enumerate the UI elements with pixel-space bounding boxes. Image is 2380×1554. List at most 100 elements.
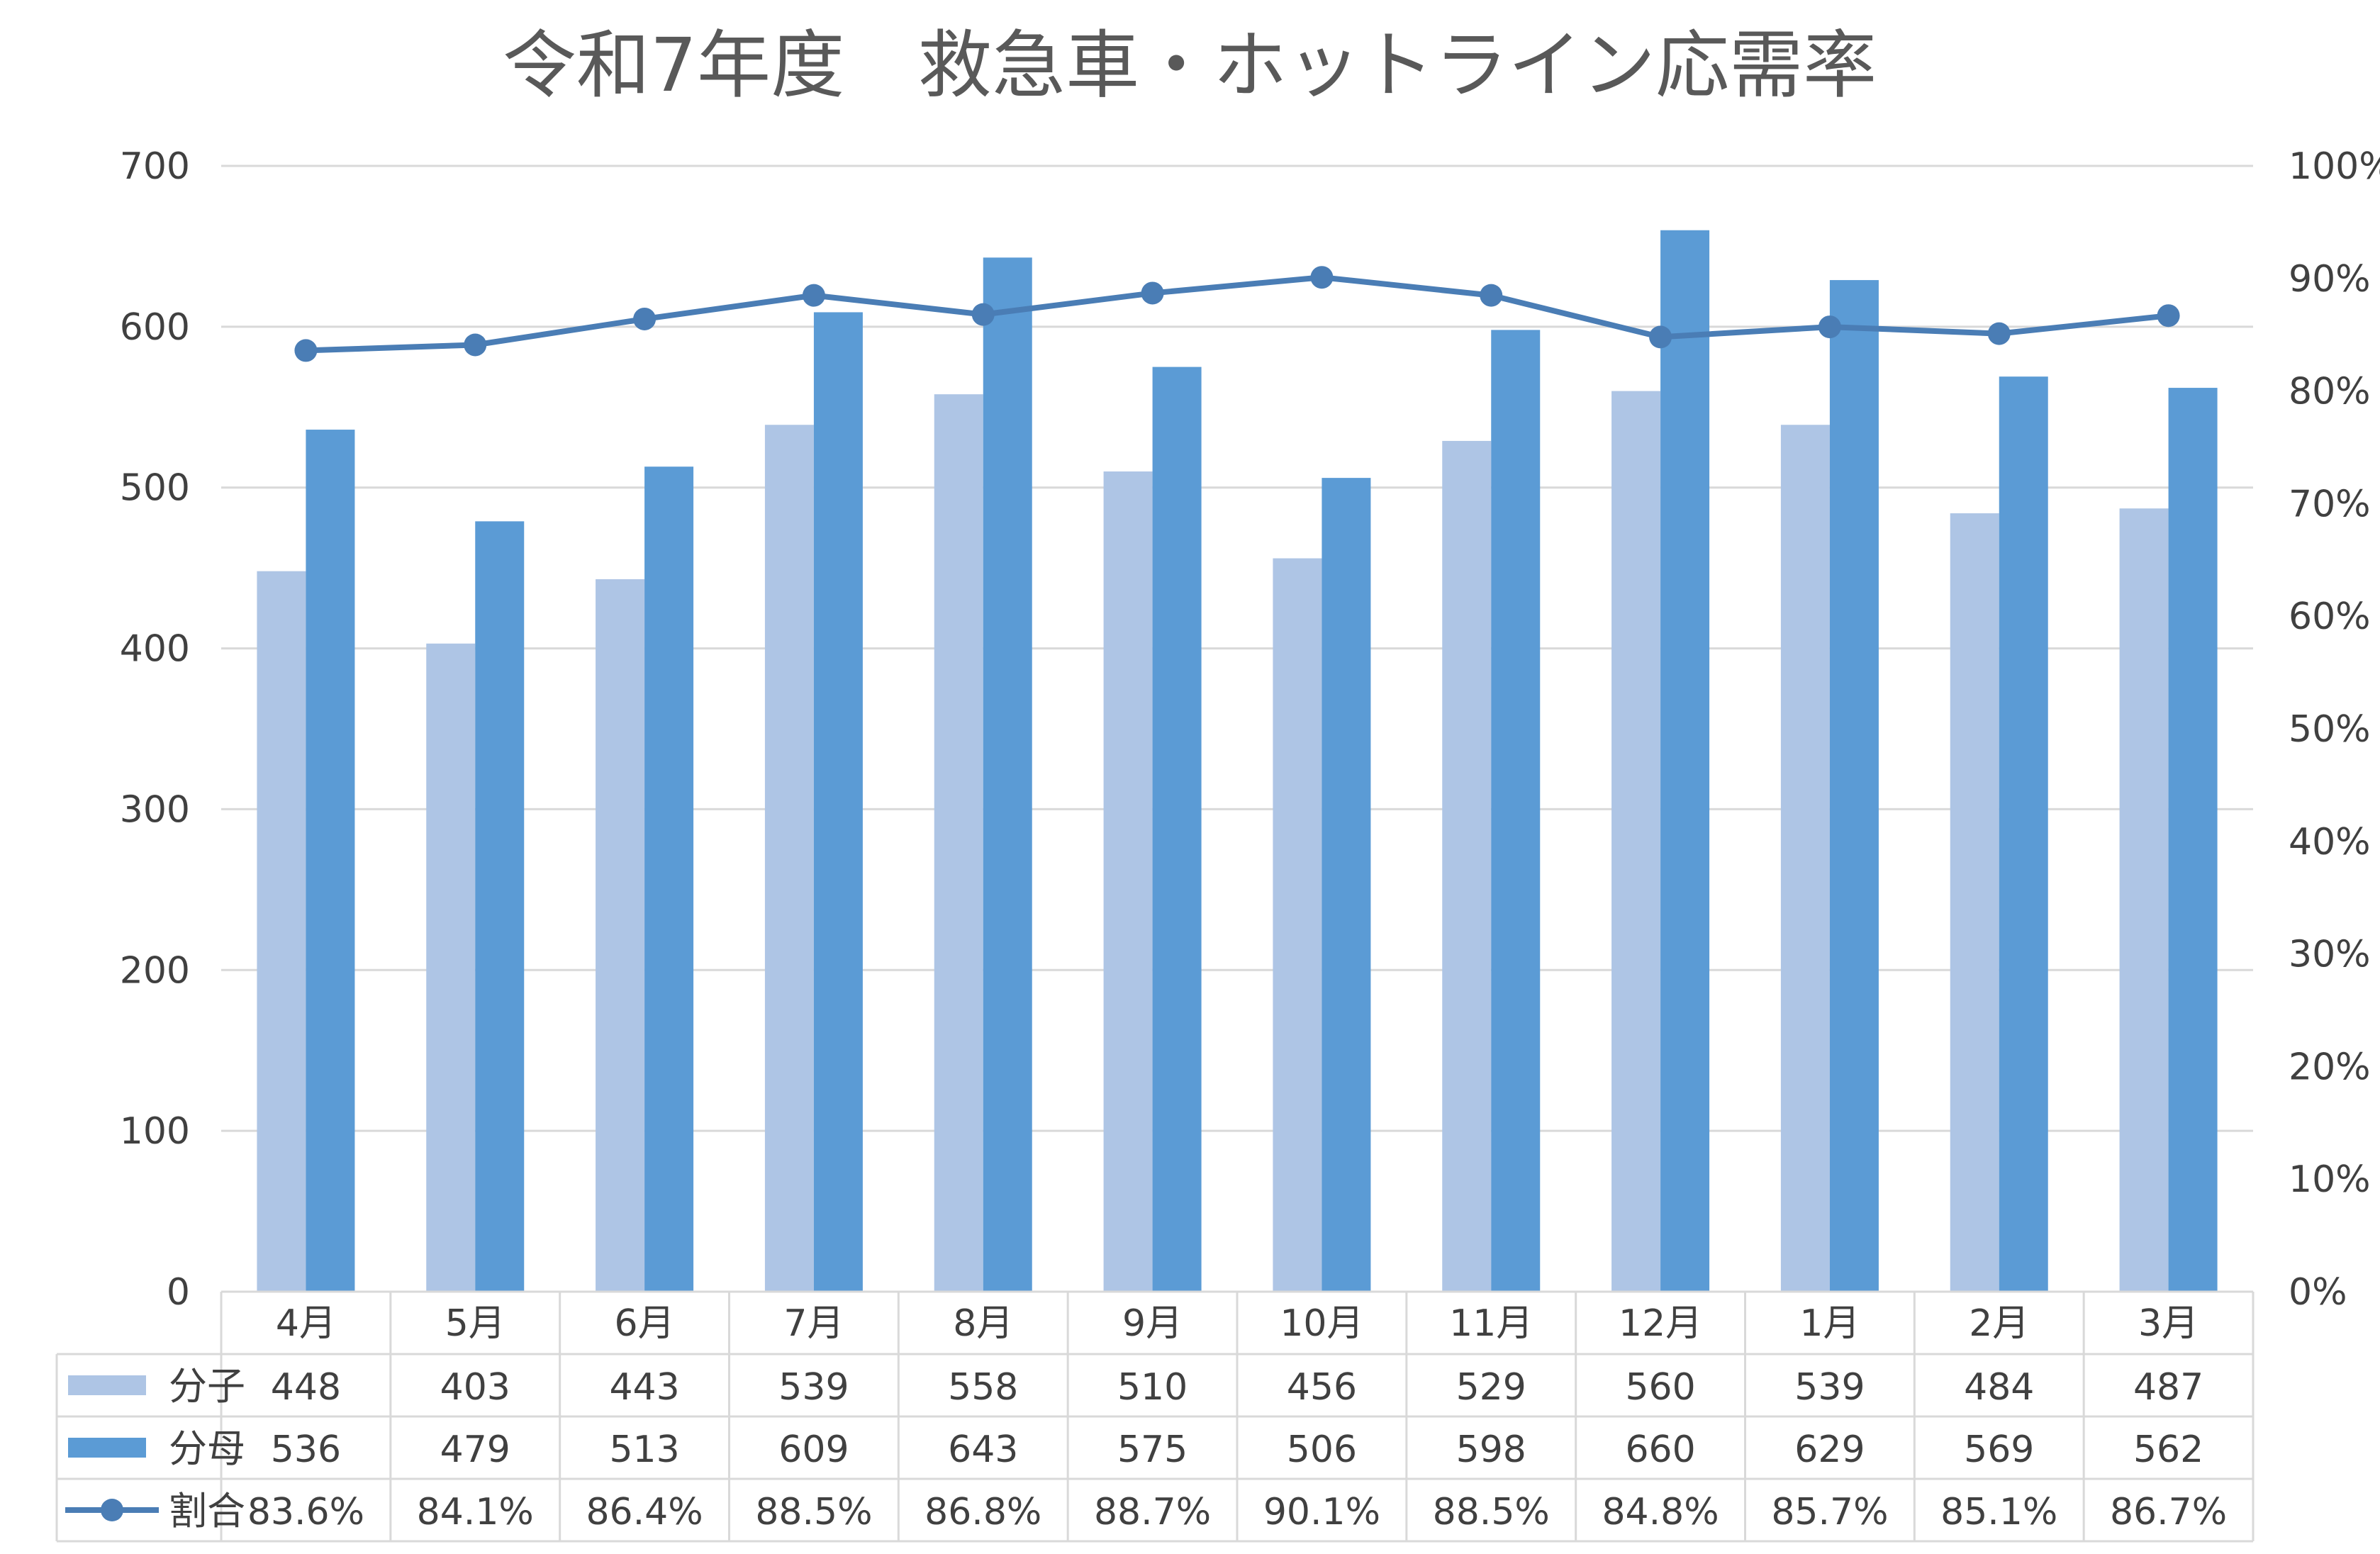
bar-denominator — [1322, 478, 1371, 1292]
data-label: 479 — [440, 1429, 510, 1471]
bar-numerator — [1103, 471, 1153, 1292]
data-label: 569 — [1964, 1429, 2034, 1471]
legend-key-ratio-marker — [101, 1499, 123, 1521]
y-tick-label: 200 — [120, 949, 190, 992]
y-tick-label: 300 — [120, 788, 190, 831]
ratio-point — [464, 333, 487, 357]
bar-denominator — [1152, 367, 1202, 1292]
data-label: 403 — [440, 1366, 510, 1409]
bar-denominator — [644, 466, 694, 1292]
data-label: 598 — [1456, 1429, 1526, 1471]
y2-tick-label: 60% — [2289, 596, 2371, 638]
data-label: 83.6% — [247, 1491, 364, 1533]
y2-tick-label: 50% — [2289, 708, 2371, 751]
data-label: 448 — [271, 1366, 341, 1409]
bar-denominator — [813, 312, 863, 1292]
x-tick-label: 11月 — [1449, 1302, 1533, 1345]
bar-numerator — [2119, 508, 2169, 1292]
y-tick-label: 400 — [120, 628, 190, 671]
data-label: 539 — [778, 1366, 849, 1409]
ratio-point — [1818, 315, 1841, 339]
data-label: 539 — [1794, 1366, 1865, 1409]
x-tick-label: 8月 — [953, 1302, 1013, 1345]
data-label: 660 — [1625, 1429, 1695, 1471]
data-label: 88.7% — [1094, 1491, 1211, 1533]
bar-numerator — [596, 579, 645, 1292]
y2-tick-label: 90% — [2289, 258, 2371, 301]
y-tick-label: 100 — [120, 1110, 190, 1153]
y2-tick-label: 40% — [2289, 821, 2371, 863]
y-tick-label: 600 — [120, 306, 190, 349]
bar-denominator — [1491, 330, 1541, 1292]
chart-title: 令和7年度 救急車・ホットライン応需率 — [503, 22, 1877, 108]
data-label: 85.7% — [1771, 1491, 1888, 1533]
data-label: 88.5% — [1433, 1491, 1550, 1533]
x-tick-label: 4月 — [276, 1302, 336, 1345]
data-label: 506 — [1287, 1429, 1357, 1471]
legend-label: 分子 — [169, 1364, 245, 1409]
ratio-line — [294, 266, 2180, 362]
legend-label: 分母 — [169, 1426, 245, 1471]
ratio-point — [802, 284, 825, 307]
data-label: 86.8% — [924, 1491, 1041, 1533]
ratio-point — [1310, 266, 1334, 289]
data-label: 484 — [1964, 1366, 2034, 1409]
bar-denominator — [2168, 388, 2218, 1292]
y2-tick-label: 20% — [2289, 1046, 2371, 1088]
data-label: 529 — [1456, 1366, 1526, 1409]
data-label: 536 — [271, 1429, 341, 1471]
data-label: 86.7% — [2110, 1491, 2227, 1533]
x-tick-label: 9月 — [1122, 1302, 1183, 1345]
bar-numerator — [934, 394, 983, 1292]
x-tick-label: 2月 — [1969, 1302, 2029, 1345]
data-label: 487 — [2133, 1366, 2203, 1409]
gridlines — [221, 164, 2253, 1132]
x-tick-label: 1月 — [1799, 1302, 1860, 1345]
data-label: 443 — [609, 1366, 679, 1409]
bar-denominator — [1999, 376, 2048, 1292]
bar-denominator — [1660, 230, 1710, 1292]
ratio-point — [294, 339, 318, 362]
y2-tick-label: 0% — [2289, 1271, 2347, 1314]
data-label: 575 — [1117, 1429, 1188, 1471]
data-label: 513 — [609, 1429, 679, 1471]
legend-label: 割合 — [169, 1489, 245, 1533]
bar-denominator — [306, 430, 355, 1292]
axes: 0 100 200 300 400 500 600 700 0% 10% 20% 30% 40% 50% 6… — [120, 145, 2380, 1314]
y2-tick-label: 10% — [2289, 1158, 2371, 1201]
bar-denominator — [1829, 280, 1879, 1292]
data-label: 86.4% — [586, 1491, 703, 1533]
data-label: 560 — [1625, 1366, 1695, 1409]
data-label: 85.1% — [1940, 1491, 2057, 1533]
ratio-point — [1480, 284, 1503, 307]
bar-numerator — [764, 425, 814, 1292]
bar-denominator — [983, 257, 1032, 1292]
bar-numerator — [1780, 425, 1830, 1292]
data-label: 510 — [1117, 1366, 1188, 1409]
data-label: 629 — [1794, 1429, 1865, 1471]
ratio-line-path — [306, 274, 2169, 354]
ratio-point — [633, 307, 657, 330]
data-label: 456 — [1287, 1366, 1357, 1409]
y-tick-label: 500 — [120, 467, 190, 510]
data-label: 84.1% — [417, 1491, 534, 1533]
y2-tick-label: 80% — [2289, 371, 2371, 413]
ratio-point — [1987, 322, 2011, 345]
bar-numerator — [1273, 558, 1322, 1292]
ratio-point — [2157, 304, 2180, 328]
data-label: 90.1% — [1263, 1491, 1380, 1533]
ratio-point — [1141, 281, 1164, 305]
bar-numerator — [1611, 391, 1661, 1292]
x-tick-label: 3月 — [2138, 1302, 2199, 1345]
x-tick-label: 6月 — [615, 1302, 675, 1345]
x-tick-label: 7月 — [783, 1302, 844, 1345]
x-tick-label: 10月 — [1280, 1302, 1363, 1345]
y2-tick-label: 30% — [2289, 934, 2371, 976]
data-label: 558 — [948, 1366, 1018, 1409]
data-label: 84.8% — [1602, 1491, 1719, 1533]
x-tick-label: 5月 — [445, 1302, 505, 1345]
ratio-point — [971, 303, 995, 326]
y-tick-label: 0 — [167, 1271, 190, 1314]
x-tick-label: 12月 — [1619, 1302, 1702, 1345]
